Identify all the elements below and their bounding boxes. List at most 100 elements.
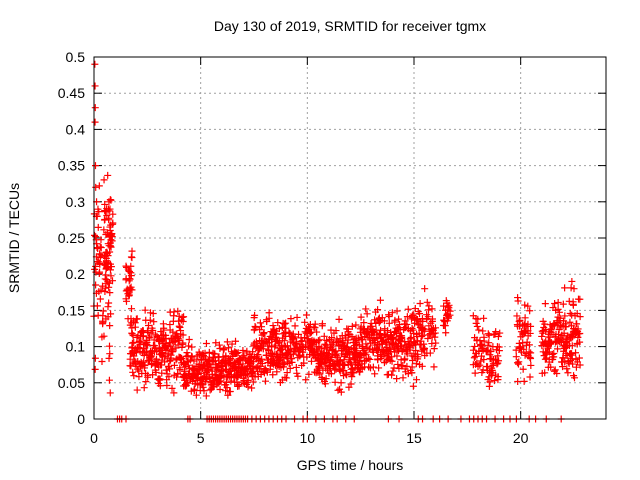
data-point (354, 334, 362, 342)
data-point (470, 354, 478, 362)
data-point (273, 368, 281, 376)
data-point (132, 345, 140, 353)
data-point (475, 326, 483, 334)
data-point (520, 377, 528, 385)
data-point (269, 322, 277, 330)
data-point (519, 365, 527, 373)
data-point (551, 300, 559, 308)
data-point (105, 299, 113, 307)
data-point (421, 325, 429, 333)
data-point (517, 344, 525, 352)
data-point (128, 343, 136, 351)
data-point (514, 294, 522, 302)
data-point (106, 205, 114, 213)
data-point (174, 370, 182, 378)
data-point (409, 356, 417, 364)
data-point (490, 377, 498, 385)
data-point (128, 247, 136, 255)
data-point (157, 361, 165, 369)
data-point (105, 283, 113, 291)
data-point (91, 365, 99, 373)
data-point (527, 349, 535, 357)
data-point (137, 363, 145, 371)
data-point (271, 343, 279, 351)
data-point (570, 285, 578, 293)
data-point (493, 360, 501, 368)
data-point (348, 322, 356, 330)
data-point (265, 314, 273, 322)
data-point (541, 355, 549, 363)
data-point (429, 315, 437, 323)
data-point (421, 344, 429, 352)
data-point (426, 349, 434, 357)
data-point (314, 337, 322, 345)
data-point (388, 371, 396, 379)
data-point (576, 330, 584, 338)
data-point (487, 347, 495, 355)
data-point (149, 309, 157, 317)
data-point (210, 350, 218, 358)
data-point (562, 338, 570, 346)
data-point (442, 329, 450, 337)
chart-title: Day 130 of 2019, SRMTID for receiver tgm… (214, 18, 486, 34)
data-point (332, 327, 340, 335)
data-point (128, 254, 136, 262)
data-point (149, 327, 157, 335)
data-point (92, 233, 100, 241)
data-point (227, 377, 235, 385)
x-tick-label: 0 (90, 430, 98, 446)
data-point (408, 369, 416, 377)
data-point (107, 272, 115, 280)
data-point (104, 303, 112, 311)
data-point (202, 340, 210, 348)
data-point (316, 336, 324, 344)
data-point (559, 363, 567, 371)
data-point (376, 330, 384, 338)
data-point (384, 370, 392, 378)
data-point (547, 326, 555, 334)
data-point (137, 337, 145, 345)
data-point (260, 329, 268, 337)
data-point (215, 378, 223, 386)
data-point (126, 355, 134, 363)
data-point (197, 356, 205, 364)
data-point (152, 368, 160, 376)
data-point (547, 363, 555, 371)
data-point (416, 310, 424, 318)
data-point (150, 318, 158, 326)
data-point (91, 104, 99, 112)
data-point (303, 311, 311, 319)
data-point (385, 319, 393, 327)
data-point (254, 351, 262, 359)
data-point (107, 310, 115, 318)
data-point (226, 388, 234, 396)
data-point (568, 350, 576, 358)
data-point (283, 342, 291, 350)
data-point (290, 335, 298, 343)
data-point (168, 345, 176, 353)
data-point (567, 356, 575, 364)
data-point (181, 367, 189, 375)
data-point (316, 370, 324, 378)
data-point (109, 220, 117, 228)
data-point (91, 118, 99, 126)
data-point (347, 365, 355, 373)
data-point (248, 384, 256, 392)
data-point (569, 360, 577, 368)
data-point (527, 361, 535, 369)
data-point (103, 264, 111, 272)
y-tick-label: 0.5 (66, 49, 86, 65)
plot-frame (93, 56, 607, 420)
x-tick-label: 10 (300, 430, 316, 446)
data-point (520, 345, 528, 353)
data-point (313, 347, 321, 355)
data-point (91, 354, 99, 362)
data-point (105, 198, 113, 206)
data-point (100, 226, 108, 234)
data-point (564, 369, 572, 377)
data-point (480, 356, 488, 364)
data-point (446, 311, 454, 319)
data-point (559, 300, 567, 308)
data-point (96, 268, 104, 276)
data-point (93, 212, 101, 220)
